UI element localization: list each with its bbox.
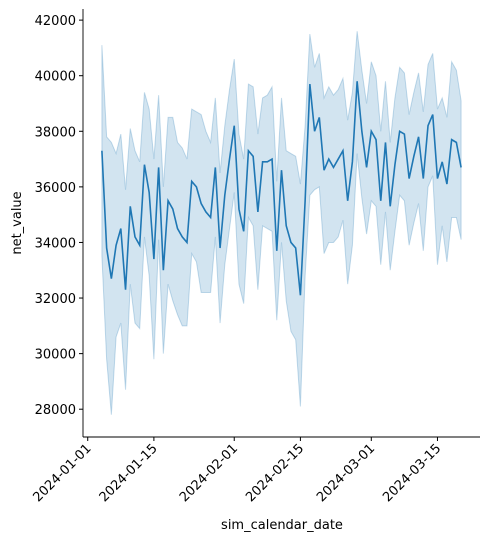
x-tick-label: 2024-01-15 [97,441,161,505]
y-tick-label: 40000 [35,70,76,85]
data-line [101,81,462,296]
x-tick-label: 2024-01-01 [31,441,95,505]
y-tick-label: 34000 [35,236,76,251]
y-tick-label: 38000 [35,125,76,140]
x-tick-label: 2024-02-15 [243,441,307,505]
x-axis-label: sim_calendar_date [221,518,343,533]
x-tick-label: 2024-03-15 [380,441,444,505]
confidence-band [101,31,462,415]
y-axis-label: net_value [10,191,25,254]
y-tick-label: 36000 [35,181,76,196]
y-tick-label: 30000 [35,348,76,363]
y-tick-label: 32000 [35,292,76,307]
x-tick-label: 2024-03-01 [314,441,378,505]
y-tick-label: 28000 [35,403,76,418]
x-tick-label: 2024-02-01 [177,441,241,505]
y-tick-label: 42000 [35,14,76,29]
